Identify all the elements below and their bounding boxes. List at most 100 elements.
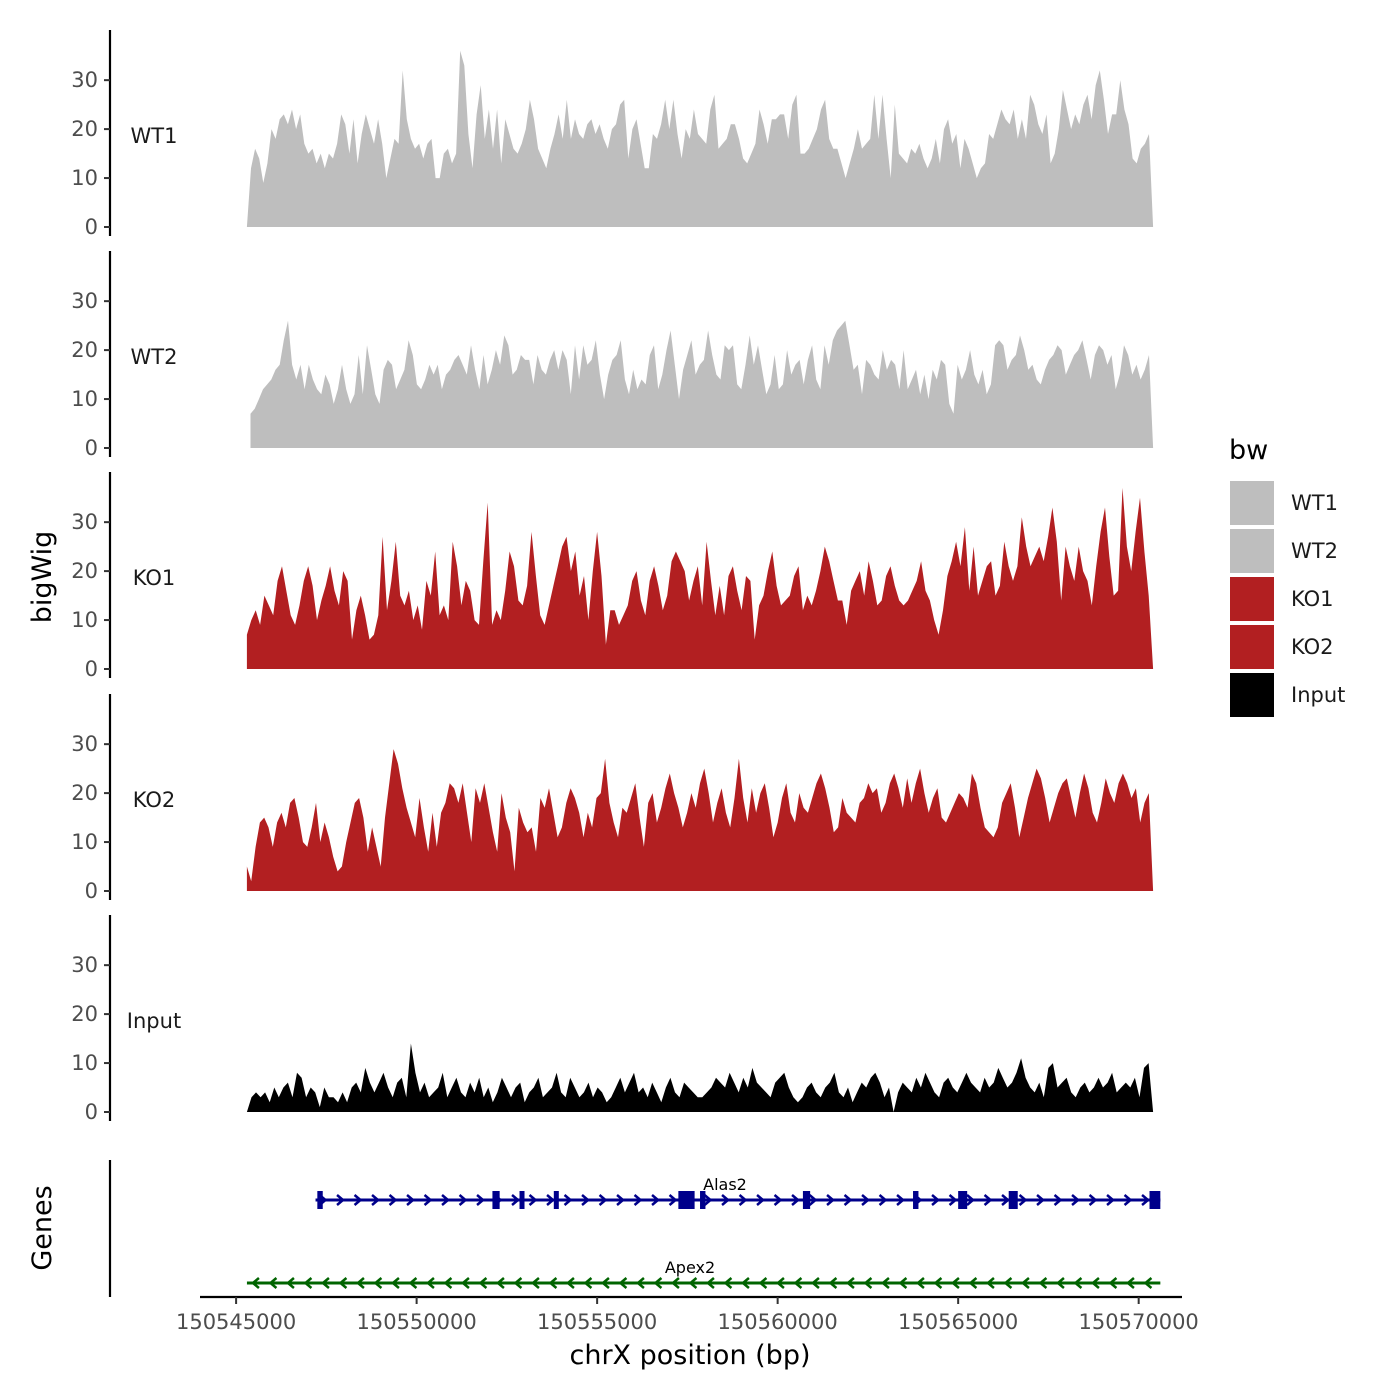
strand-arrow [583,1277,593,1289]
gene-label: Apex2 [665,1258,715,1277]
track-label: WT2 [131,345,178,369]
strand-arrow [600,1277,610,1289]
exon-block [913,1191,919,1209]
strand-arrow [983,1194,993,1206]
strand-arrow [651,1194,660,1206]
x-tick-label: 150560000 [718,1310,838,1334]
strand-arrow [425,1277,435,1289]
strand-arrow [1038,1277,1048,1289]
legend-swatch [1230,625,1274,669]
strand-arrow [618,1277,628,1289]
legend-swatch [1230,577,1274,621]
strand-arrow [1003,1277,1013,1289]
strand-arrow [810,1277,820,1289]
x-axis: 150545000 150550000 150555000 150560000 1505… [176,1295,1199,1334]
y-tick-label: 20 [71,1002,98,1026]
y-tick-label: 30 [71,953,98,977]
strand-arrow [563,1194,573,1206]
track-panel-input: 0 10 20 30 Input [71,915,1154,1124]
strand-arrow [1143,1277,1153,1289]
track-label: KO1 [133,566,176,590]
strand-arrow [723,1277,733,1289]
track-panel-wt1: 0 10 20 30 WT1 [71,30,1154,239]
strand-arrow [791,1194,800,1206]
y-axis-title: bigWig [27,531,58,624]
strand-arrow [371,1194,380,1206]
strand-arrow [565,1277,575,1289]
strand-arrow [931,1194,940,1206]
exon-block [1008,1191,1018,1209]
track-panel-ko2: 0 10 20 30 KO2 [71,694,1154,903]
y-tick-label: 0 [85,436,98,460]
legend-swatch [1230,481,1274,525]
strand-arrow [548,1277,558,1289]
strand-arrow [808,1194,818,1206]
strand-arrow [528,1194,538,1206]
strand-arrow [950,1277,960,1289]
y-tick-label: 30 [71,510,98,534]
strand-arrow [670,1277,680,1289]
signal-area-wt2 [250,320,1154,448]
x-tick-label: 150570000 [1079,1310,1199,1334]
exon-block [553,1191,559,1209]
legend-label: KO2 [1291,635,1334,659]
strand-arrow [250,1277,260,1289]
strand-arrow [1088,1194,1098,1206]
y-tick-label: 30 [71,68,98,92]
strand-arrow [303,1277,313,1289]
strand-arrow [968,1277,978,1289]
strand-arrow [443,1277,453,1289]
x-tick-label: 150565000 [898,1310,1018,1334]
track-label: KO2 [133,788,176,812]
strand-arrow [948,1194,958,1206]
strand-arrow [843,1194,853,1206]
strand-arrow [1036,1194,1045,1206]
strand-arrow [546,1194,555,1206]
strand-arrow [478,1277,488,1289]
strand-arrow [915,1277,925,1289]
exon-block [678,1191,695,1209]
strand-arrow [1106,1194,1115,1206]
y-tick-label: 0 [85,879,98,903]
gene-alas2: Alas2 [315,1175,1161,1209]
strand-arrow [1090,1277,1100,1289]
strand-arrow [598,1194,608,1206]
strand-arrow [581,1194,590,1206]
x-tick-label: 150555000 [537,1310,657,1334]
strand-arrow [1001,1194,1010,1206]
y-tick-label: 30 [71,289,98,313]
legend: bw WT1 WT2 KO1 KO2 Input [1229,435,1345,717]
y-tick-label: 0 [85,215,98,239]
legend-label: WT2 [1291,539,1338,563]
track-panel-wt2: 0 10 20 30 WT2 [71,251,1154,460]
y-tick-label: 10 [71,166,98,190]
strand-arrow [985,1277,995,1289]
strand-arrow [441,1194,450,1206]
strand-arrow [880,1277,890,1289]
y-tick-label: 0 [85,657,98,681]
exon-block [1149,1191,1161,1209]
track-panel-ko1: 0 10 20 30 KO1 [71,472,1154,681]
strand-arrow [633,1194,643,1206]
strand-arrow [635,1277,645,1289]
signal-area-wt1 [246,50,1154,227]
strand-arrow [390,1277,400,1289]
strand-arrow [336,1194,345,1206]
strand-arrow [268,1277,278,1289]
strand-arrow [898,1277,908,1289]
strand-arrow [495,1277,505,1289]
exon-block [317,1191,323,1209]
strand-arrow [668,1194,678,1206]
strand-arrow [845,1277,855,1289]
gene-apex2: Apex2 [246,1258,1161,1289]
strand-arrow [408,1277,418,1289]
strand-arrow [1123,1194,1133,1206]
strand-arrow [388,1194,398,1206]
strand-arrow [1053,1194,1063,1206]
legend-label: KO1 [1291,587,1334,611]
strand-arrow [896,1194,905,1206]
x-axis-title: chrX position (bp) [569,1340,810,1371]
strand-arrow [353,1194,363,1206]
y-tick-label: 10 [71,387,98,411]
